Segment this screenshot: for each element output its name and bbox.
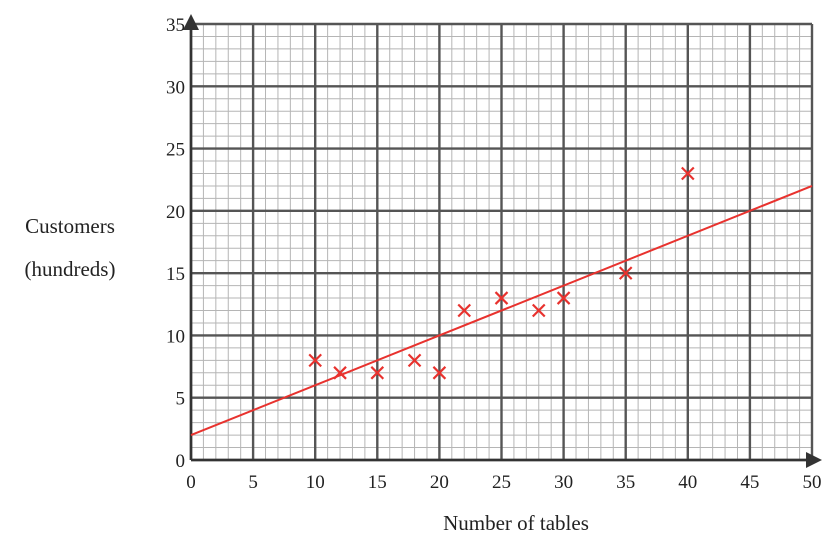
x-tick-label: 25 xyxy=(492,472,511,493)
x-tick-label: 40 xyxy=(678,472,697,493)
x-axis-arrow xyxy=(806,452,822,468)
y-axis-arrow xyxy=(183,14,199,30)
trend-line-group xyxy=(190,185,813,437)
y-tick-label: 35 xyxy=(166,15,185,36)
y-tick-label: 0 xyxy=(176,451,186,472)
y-axis-title-line-2: (hundreds) xyxy=(25,257,116,281)
data-point xyxy=(531,303,546,318)
y-tick-label: 30 xyxy=(166,77,185,98)
x-tick-labels: 0 5 10 15 20 25 30 35 40 45 50 xyxy=(186,472,821,493)
axes xyxy=(183,14,822,468)
y-axis-title-line-1: Customers xyxy=(25,214,115,238)
data-point-stroke xyxy=(618,266,633,280)
y-tick-label: 20 xyxy=(166,202,185,223)
data-point xyxy=(407,353,422,368)
x-tick-label: 15 xyxy=(368,472,387,493)
x-tick-label: 45 xyxy=(740,472,759,493)
data-point-stroke xyxy=(432,366,447,380)
data-point-stroke xyxy=(457,303,472,318)
data-point xyxy=(556,291,571,305)
line-of-best-fit xyxy=(190,185,813,437)
data-point-stroke xyxy=(308,353,322,368)
x-tick-label: 10 xyxy=(306,472,325,493)
x-tick-label: 30 xyxy=(554,472,573,493)
y-tick-label: 15 xyxy=(166,264,185,285)
data-point-stroke xyxy=(333,366,347,380)
data-point-stroke xyxy=(681,166,695,181)
x-axis-title: Number of tables xyxy=(443,511,589,535)
minor-grid xyxy=(191,24,812,460)
data-point xyxy=(308,353,322,368)
data-point xyxy=(681,166,695,181)
x-tick-label: 50 xyxy=(803,472,822,493)
data-point xyxy=(457,303,472,318)
data-point xyxy=(494,291,509,305)
data-point-stroke xyxy=(556,291,571,305)
y-tick-label: 5 xyxy=(176,389,186,410)
data-point xyxy=(333,366,347,380)
data-points xyxy=(308,166,695,380)
x-tick-label: 0 xyxy=(186,472,196,493)
data-point xyxy=(618,266,633,280)
major-grid xyxy=(189,22,814,462)
data-point-stroke xyxy=(407,353,422,368)
x-tick-label: 20 xyxy=(430,472,449,493)
x-tick-label: 5 xyxy=(248,472,258,493)
data-point-stroke xyxy=(370,366,385,380)
data-point xyxy=(432,366,447,380)
data-point-stroke xyxy=(494,291,509,305)
y-tick-label: 25 xyxy=(166,140,185,161)
y-tick-label: 10 xyxy=(166,326,185,347)
data-point-stroke xyxy=(531,303,546,318)
y-tick-labels: 0 5 10 15 20 25 30 35 xyxy=(166,15,185,472)
x-tick-label: 35 xyxy=(616,472,635,493)
data-point xyxy=(370,366,385,380)
